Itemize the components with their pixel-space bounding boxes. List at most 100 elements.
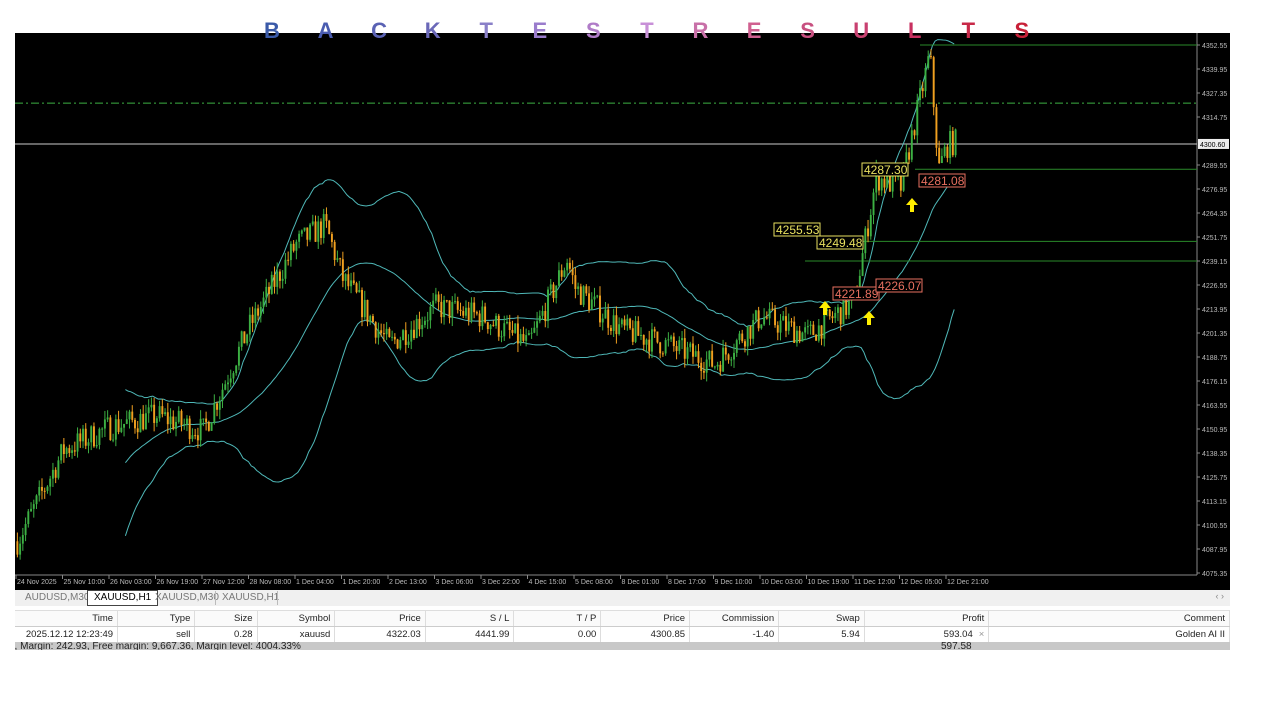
candle-body xyxy=(815,334,818,341)
candle-body xyxy=(210,422,213,431)
candle-body xyxy=(527,333,530,336)
trade-label-box xyxy=(832,286,880,301)
candle-body xyxy=(880,178,883,191)
tab-xauusd-h1[interactable]: XAUUSD,H1 xyxy=(87,590,159,606)
column-header[interactable]: Profit xyxy=(864,610,990,627)
title-letter: A xyxy=(317,18,334,43)
candle-body xyxy=(306,227,309,240)
column-header[interactable]: Price xyxy=(334,610,426,627)
candle-body xyxy=(440,301,443,318)
candle-body xyxy=(640,335,642,337)
candle-body xyxy=(166,412,169,425)
candle-body xyxy=(27,511,30,525)
candle-body xyxy=(298,233,301,242)
title-letter: T xyxy=(479,18,493,43)
table-cell: 4441.99 xyxy=(425,626,515,642)
trade-label: 4281.08 xyxy=(921,174,965,188)
candle-body xyxy=(634,321,637,342)
candle-body xyxy=(946,146,949,158)
candle-body xyxy=(426,320,429,322)
tab-scroll-arrows[interactable]: ‹ › xyxy=(1215,591,1225,601)
price-tick-label: 4289.55 xyxy=(1202,163,1227,170)
table-cell: sell xyxy=(117,626,196,642)
candle-body xyxy=(175,421,177,429)
candle-body xyxy=(445,300,448,302)
candle-body xyxy=(804,327,807,333)
candle-body xyxy=(629,318,632,329)
candle-body xyxy=(380,330,383,334)
tab-xauusd-h1-2[interactable]: XAUUSD,H1 xyxy=(215,591,285,605)
candle-body xyxy=(131,411,134,420)
trade-label: 4221.89 xyxy=(835,287,879,301)
candle-body xyxy=(404,330,407,345)
table-cell: 4300.85 xyxy=(600,626,691,642)
table-row[interactable]: 2025.12.12 12:23:49 sell 0.28 xauusd 4322.03… xyxy=(15,626,1230,642)
time-tick-label: 9 Dec 10:00 xyxy=(715,579,753,586)
candle-body xyxy=(410,329,413,342)
candle-body xyxy=(423,320,426,325)
candle-body xyxy=(248,314,251,335)
column-header[interactable]: Comment xyxy=(988,610,1230,627)
candle-body xyxy=(798,330,801,342)
tab-xauusd-m30[interactable]: XAUUSD,M30 xyxy=(155,592,219,603)
column-header[interactable]: Symbol xyxy=(257,610,336,627)
candle-body xyxy=(385,328,388,335)
candle-body xyxy=(278,271,281,281)
candle-body xyxy=(785,316,787,331)
candle-body xyxy=(793,321,796,343)
bollinger-lower-band xyxy=(124,309,955,536)
candle-body xyxy=(270,274,273,294)
candle-body xyxy=(333,241,336,260)
candle-body xyxy=(432,300,435,307)
total-profit: 597.58 xyxy=(941,642,972,650)
column-header[interactable]: Swap xyxy=(778,610,865,627)
candle-body xyxy=(341,259,344,281)
candle-body xyxy=(336,258,339,260)
candle-body xyxy=(54,469,57,478)
candle-body xyxy=(552,284,555,299)
candle-body xyxy=(727,354,730,360)
close-position-icon[interactable]: × xyxy=(978,629,985,640)
candle-body xyxy=(618,324,621,335)
chart-canvas[interactable]: 4352.55 4339.95 4327.35 4314.75 4289.55 4276.… xyxy=(15,33,1230,590)
candle-body xyxy=(418,318,421,330)
column-header[interactable]: Price xyxy=(600,610,691,627)
candle-body xyxy=(514,323,517,333)
candle-body xyxy=(631,328,634,342)
candle-body xyxy=(607,309,610,328)
candle-body xyxy=(358,289,361,293)
candle-body xyxy=(49,478,52,487)
price-tick-label: 4276.95 xyxy=(1202,187,1227,194)
candle-body xyxy=(886,172,889,188)
candle-body xyxy=(240,331,243,347)
price-tick-label: 4213.95 xyxy=(1202,307,1227,314)
time-tick-label: 26 Nov 03:00 xyxy=(110,579,152,586)
candle-body xyxy=(541,311,544,316)
candle-body xyxy=(713,366,716,368)
candle-body xyxy=(582,286,585,305)
price-chart[interactable]: 4352.55 4339.95 4327.35 4314.75 4289.55 4276.… xyxy=(15,33,1230,590)
time-tick-label: 8 Dec 17:00 xyxy=(668,579,706,586)
tab-audusd-m30[interactable]: AUDUSD,M30 xyxy=(25,592,90,603)
candle-body xyxy=(407,341,410,345)
candle-body xyxy=(51,469,54,479)
candle-body xyxy=(46,486,49,491)
column-header[interactable]: Time xyxy=(15,610,119,627)
price-tick-label: 4188.75 xyxy=(1202,355,1227,362)
column-header[interactable]: Commission xyxy=(689,610,780,627)
candle-body xyxy=(596,295,599,297)
column-header[interactable]: Size xyxy=(194,610,258,627)
candle-body xyxy=(519,334,522,344)
candle-body xyxy=(667,339,670,341)
candle-body xyxy=(328,220,331,234)
candle-body xyxy=(949,130,952,158)
column-header[interactable]: Type xyxy=(117,610,196,627)
title-letter: L xyxy=(908,18,922,43)
candle-body xyxy=(300,230,303,234)
candle-body xyxy=(467,307,470,321)
candle-body xyxy=(437,294,440,302)
column-header[interactable]: S / L xyxy=(425,610,515,627)
candle-body xyxy=(90,426,93,443)
column-header[interactable]: T / P xyxy=(513,610,602,627)
candle-body xyxy=(21,535,24,544)
